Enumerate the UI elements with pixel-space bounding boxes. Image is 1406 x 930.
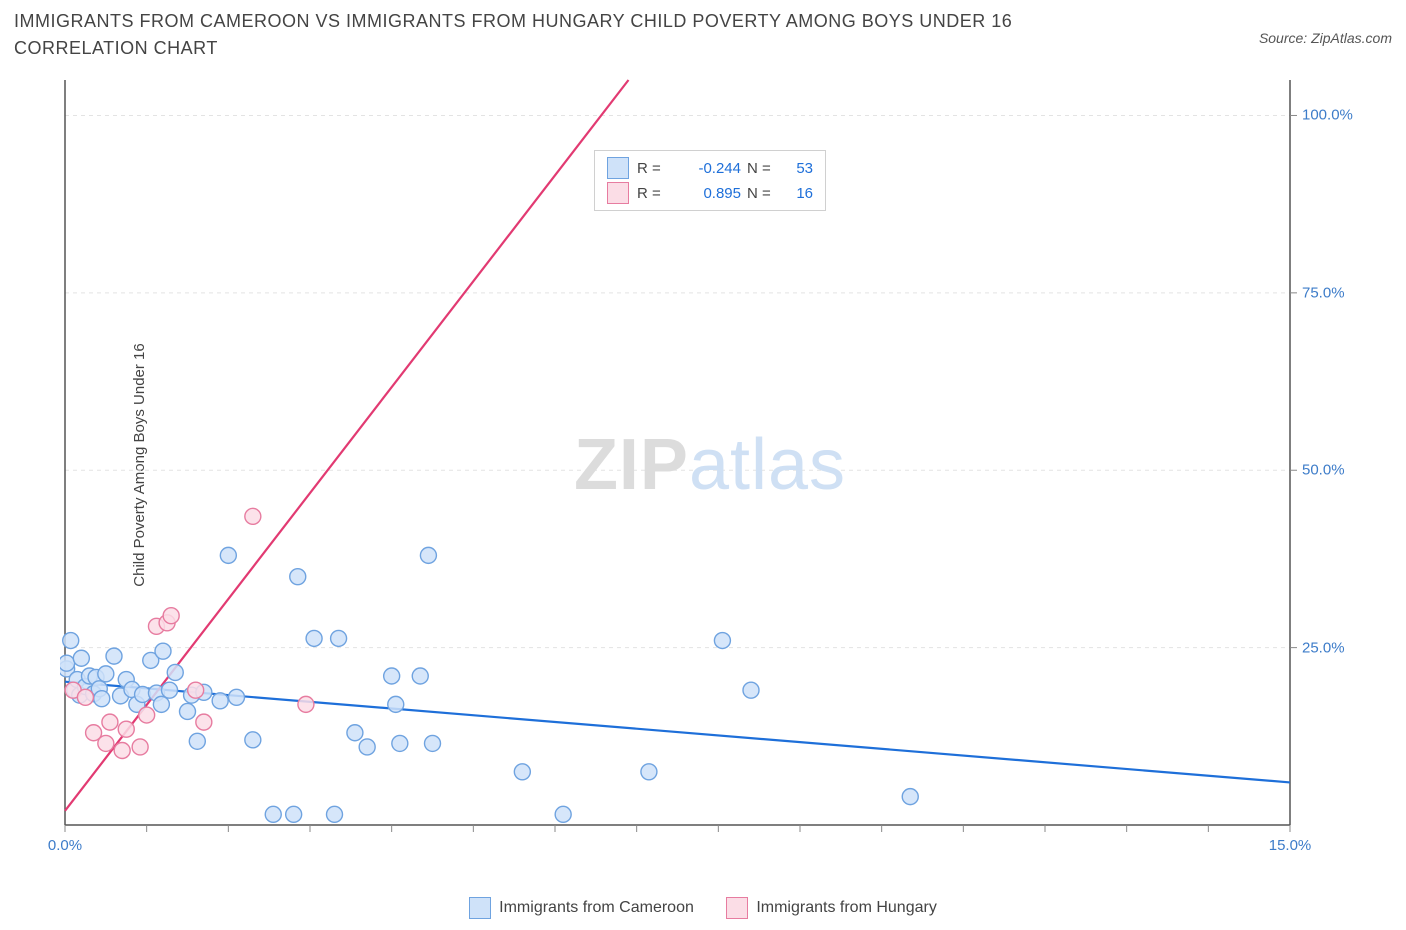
n-label: N =: [747, 160, 775, 177]
source-label: Source: ZipAtlas.com: [1259, 30, 1392, 46]
legend-label: Immigrants from Cameroon: [499, 899, 694, 917]
swatch-hungary: [726, 897, 748, 919]
n-label: N =: [747, 185, 775, 202]
swatch-hungary: [607, 182, 629, 204]
stats-legend: R = -0.244 N = 53 R = 0.895 N = 16: [594, 150, 826, 211]
y-tick-label: 75.0%: [1302, 284, 1345, 301]
y-tick-label: 100.0%: [1302, 107, 1353, 124]
x-tick-label: 0.0%: [48, 837, 82, 854]
chart-title: IMMIGRANTS FROM CAMEROON VS IMMIGRANTS F…: [14, 8, 1114, 62]
series-legend: Immigrants from Cameroon Immigrants from…: [0, 897, 1406, 924]
r-value-cameroon: -0.244: [671, 160, 741, 177]
n-value-cameroon: 53: [781, 160, 813, 177]
x-tick-label: 15.0%: [1269, 837, 1312, 854]
swatch-cameroon: [607, 157, 629, 179]
r-label: R =: [637, 160, 665, 177]
r-value-hungary: 0.895: [671, 185, 741, 202]
legend-item-hungary: Immigrants from Hungary: [726, 897, 937, 919]
legend-label: Immigrants from Hungary: [756, 899, 937, 917]
y-tick-label: 25.0%: [1302, 639, 1345, 656]
plot-area: ZIPatlas R = -0.244 N = 53 R = 0.895 N =…: [60, 75, 1360, 855]
legend-item-cameroon: Immigrants from Cameroon: [469, 897, 694, 919]
r-label: R =: [637, 185, 665, 202]
swatch-cameroon: [469, 897, 491, 919]
y-tick-label: 50.0%: [1302, 462, 1345, 479]
header-row: IMMIGRANTS FROM CAMEROON VS IMMIGRANTS F…: [14, 8, 1392, 62]
n-value-hungary: 16: [781, 185, 813, 202]
